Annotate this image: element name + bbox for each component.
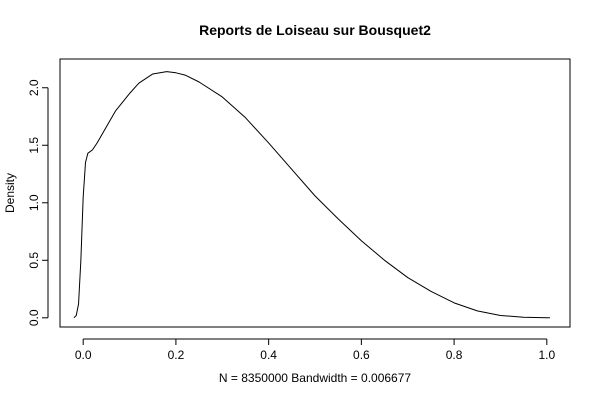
y-tick-label: 1.5 [27, 137, 41, 154]
plot-frame [59, 58, 571, 328]
y-tick-label: 0.0 [27, 309, 41, 326]
x-tick-label: 0.8 [446, 348, 463, 362]
y-axis-label: Density [3, 173, 17, 213]
density-line [73, 71, 550, 319]
y-axis: 0.0 0.5 1.0 1.5 2.0 [27, 79, 49, 326]
x-axis-label: N = 8350000 Bandwidth = 0.006677 [219, 371, 411, 385]
series-group [73, 71, 550, 319]
chart-title: Reports de Loiseau sur Bousquet2 [199, 22, 431, 38]
x-tick-label: 0.0 [75, 348, 92, 362]
x-tick-label: 0.4 [260, 348, 277, 362]
x-tick-label: 0.2 [168, 348, 185, 362]
x-axis: 0.0 0.2 0.4 0.6 0.8 1.0 [75, 338, 555, 362]
y-tick-label: 1.0 [27, 194, 41, 211]
y-tick-label: 2.0 [27, 79, 41, 96]
x-tick-label: 1.0 [538, 348, 555, 362]
y-tick-label: 0.5 [27, 252, 41, 269]
x-tick-label: 0.6 [353, 348, 370, 362]
